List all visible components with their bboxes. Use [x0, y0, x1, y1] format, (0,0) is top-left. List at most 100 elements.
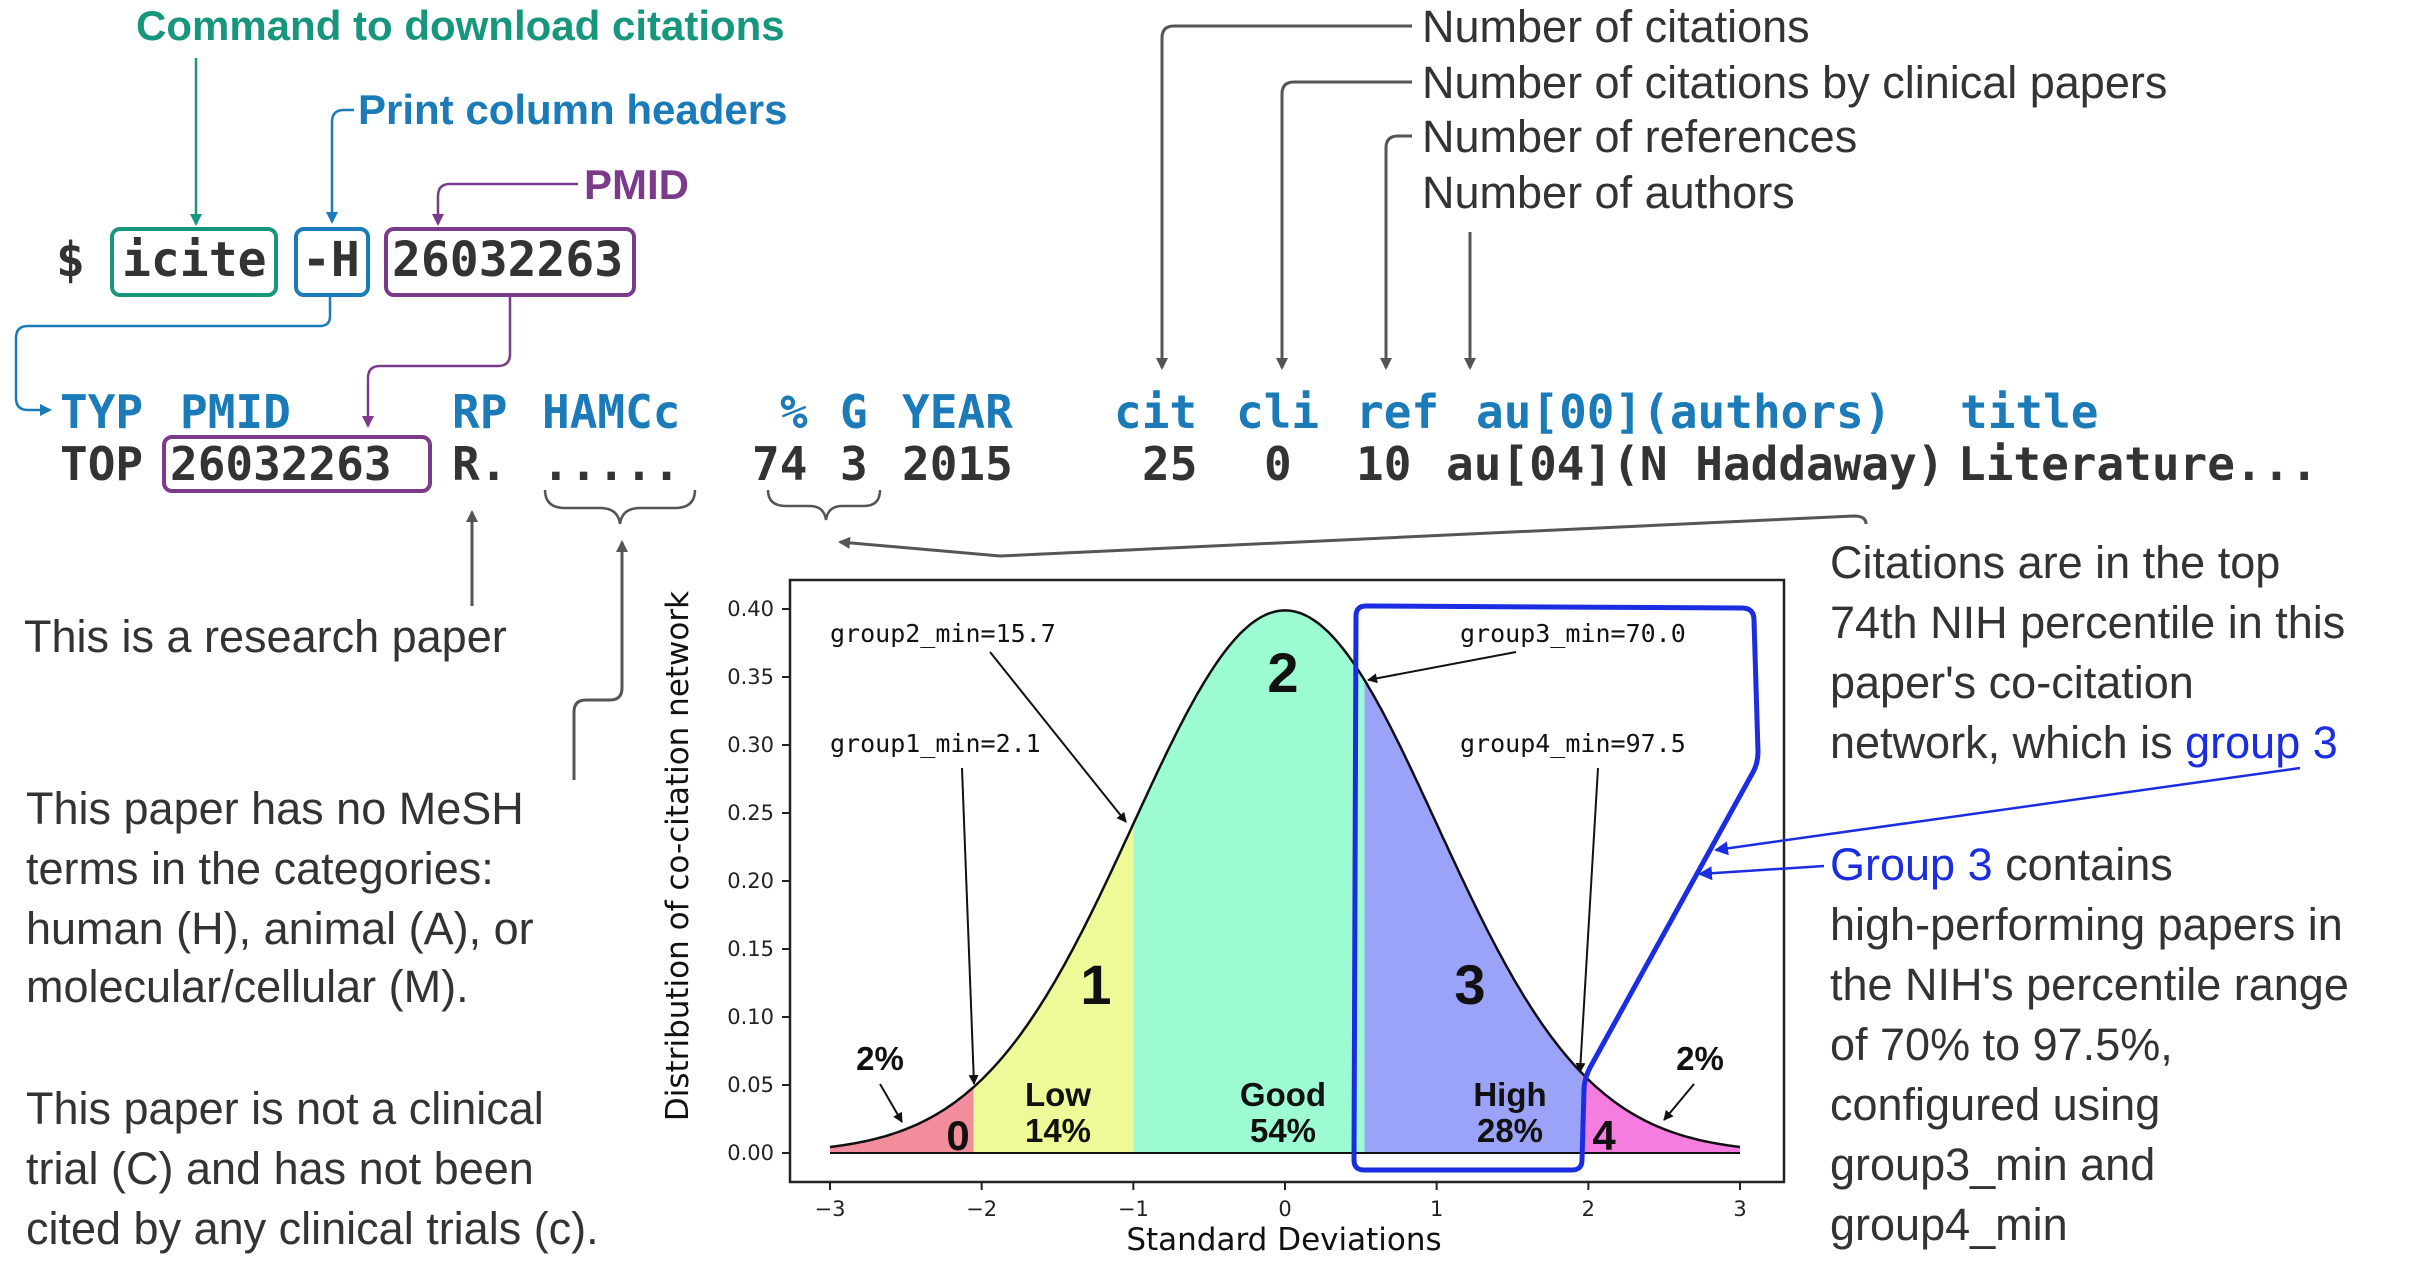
group-3-pct: 28% — [1477, 1112, 1543, 1149]
mesh-line: This paper has no MeSH — [26, 783, 524, 834]
row-typ: TOP — [60, 437, 143, 491]
group3-min-note: group3_min=70.0 — [1460, 619, 1686, 648]
mesh-line: human (H), animal (A), or — [26, 903, 534, 954]
group3-pointer-arrow-2 — [1698, 864, 1825, 881]
cmd-box — [110, 227, 278, 297]
group-1-pct: 14% — [1025, 1112, 1091, 1149]
shell-prompt: $ — [56, 232, 85, 288]
group-2-label: Good — [1240, 1076, 1326, 1113]
y-tick-label: 0.30 — [727, 733, 774, 757]
row-au: au[04](N Haddaway) — [1446, 437, 1945, 491]
group3-pointer-arrow-1 — [1714, 766, 2301, 856]
y-tick-label: 0.40 — [727, 597, 774, 621]
y-tick-label: 0.00 — [727, 1141, 774, 1165]
region-group-0 — [830, 1087, 974, 1153]
percentile-arrow — [838, 514, 1868, 558]
num-citations-label: Number of citations — [1422, 1, 1810, 52]
group-1-label: Low — [1025, 1076, 1091, 1113]
x-tick-label: −2 — [966, 1197, 997, 1221]
x-tick-label: −3 — [815, 1197, 846, 1221]
cmd-text: icite — [122, 232, 267, 288]
percentile-note: Citations are in the top 74th NIH percen… — [1830, 537, 2345, 768]
right-tail-label: 2% — [1676, 1040, 1724, 1077]
percentile-group: group 3 — [2185, 717, 2338, 768]
group4-min-note: group4_min=97.5 — [1460, 729, 1686, 758]
y-tick-label: 0.05 — [727, 1073, 774, 1097]
hdr-ref: ref — [1356, 385, 1439, 439]
flag-text: -H — [302, 232, 360, 288]
region-group-2 — [1133, 610, 1365, 1153]
region-group-4 — [1582, 1073, 1740, 1153]
pmid-callout: PMID — [584, 161, 689, 208]
clinical-line: cited by any clinical trials (c). — [26, 1203, 599, 1254]
clinical-line: trial (C) and has not been — [26, 1143, 534, 1194]
output-data-row: TOP 26032263 R. ..... 74 3 2015 25 0 10 … — [60, 437, 2318, 491]
mesh-line: molecular/cellular (M). — [26, 961, 469, 1012]
group3-head: Group 3 — [1830, 839, 1993, 890]
research-note: This is a research paper — [24, 611, 507, 662]
left-tail-label: 2% — [856, 1040, 904, 1077]
percentile-line: paper's co-citation — [1830, 657, 2194, 708]
num-authors-label: Number of authors — [1422, 167, 1795, 218]
group3-line: of 70% to 97.5%, — [1830, 1019, 2173, 1070]
group3-line: group3_min and — [1830, 1139, 2155, 1190]
group3-line: Group 3 contains — [1830, 839, 2173, 890]
row-title: Literature... — [1958, 437, 2318, 491]
group1-min-note: group1_min=2.1 — [830, 729, 1041, 758]
pmid-to-output-arrow — [362, 297, 512, 428]
row-hamcc: ..... — [542, 437, 680, 491]
left-tail-arrow — [879, 1083, 903, 1123]
group3-note: Group 3 contains high-performing papers … — [1830, 839, 2349, 1250]
row-ref: 10 — [1356, 437, 1411, 491]
cli-arrow — [1276, 80, 1412, 370]
y-tick-label: 0.15 — [727, 937, 774, 961]
group1-min-arrow — [961, 767, 979, 1085]
group-2-pct: 54% — [1250, 1112, 1316, 1149]
hdr-title: title — [1960, 385, 2098, 439]
pmid-arrow — [432, 182, 578, 226]
right-tail-arrow — [1663, 1083, 1695, 1121]
group-0-number: 0 — [946, 1112, 969, 1159]
hdr-rp: RP — [452, 385, 507, 439]
group4-min-arrow — [1575, 767, 1599, 1073]
region-group-3 — [1364, 680, 1583, 1153]
group-4-number: 4 — [1592, 1112, 1616, 1159]
hamcc-brace — [543, 489, 697, 525]
bell-curve — [829, 609, 1741, 1149]
group3-highlight — [1351, 603, 1761, 1173]
y-tick-label: 0.20 — [727, 869, 774, 893]
y-tick-label: 0.10 — [727, 1005, 774, 1029]
clinical-note: This paper is not a clinical trial (C) a… — [26, 1083, 599, 1254]
group2-min-arrow — [989, 651, 1127, 823]
percentile-line: 74th NIH percentile in this — [1830, 597, 2345, 648]
x-tick-label: 3 — [1733, 1197, 1746, 1221]
mesh-note: This paper has no MeSH terms in the cate… — [26, 783, 534, 1012]
group3-line: group4_min — [1830, 1199, 2068, 1250]
row-g: 3 — [840, 437, 868, 491]
row-cli: 0 — [1264, 437, 1292, 491]
row-year: 2015 — [902, 437, 1013, 491]
group3-line: configured using — [1830, 1079, 2160, 1130]
x-axis-label: Standard Deviations — [1126, 1222, 1441, 1258]
cit-arrow — [1156, 24, 1412, 370]
hdr-pmid: PMID — [180, 385, 291, 439]
num-clinical-label: Number of citations by clinical papers — [1422, 57, 2167, 108]
cmd-pmid-text: 26032263 — [392, 232, 623, 288]
mesh-arrow — [572, 540, 628, 780]
hdr-au: au[00](authors) — [1476, 385, 1891, 439]
mesh-line: terms in the categories: — [26, 843, 494, 894]
row-cit: 25 — [1142, 437, 1197, 491]
hdr-g: G — [840, 385, 868, 439]
row-rp: R. — [452, 437, 507, 491]
region-group-1 — [973, 823, 1134, 1153]
x-tick-label: 0 — [1278, 1197, 1291, 1221]
out-pmid-box — [162, 435, 432, 493]
headers-arrow — [326, 108, 354, 224]
hdr-cli: cli — [1236, 385, 1319, 439]
num-refs-label: Number of references — [1422, 111, 1857, 162]
group3-min-arrow — [1367, 651, 1517, 684]
group2-min-note: group2_min=15.7 — [830, 619, 1056, 648]
cmd-pmid-box — [384, 227, 636, 297]
group3-line: high-performing papers in — [1830, 899, 2343, 950]
